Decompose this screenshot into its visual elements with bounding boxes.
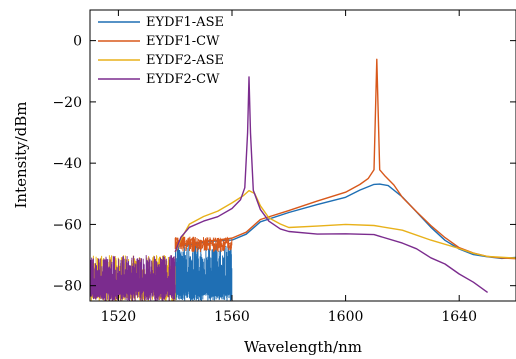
series-line xyxy=(174,76,489,293)
legend-label: EYDF2-ASE xyxy=(146,53,224,68)
series-line xyxy=(175,58,516,260)
plot-area xyxy=(90,10,516,301)
noise-floor xyxy=(174,236,233,252)
y-tick-label: −80 xyxy=(52,279,82,295)
series-eydf1-cw xyxy=(174,58,516,260)
noise-floor xyxy=(90,255,176,301)
legend-label: EYDF1-ASE xyxy=(146,15,224,30)
x-axis-title: Wavelength/nm xyxy=(244,338,362,356)
legend: EYDF1-ASE EYDF1-CW EYDF2-ASE EYDF2-CW xyxy=(98,15,224,87)
x-tick-label: 1560 xyxy=(214,309,250,325)
legend-label: EYDF1-CW xyxy=(146,34,220,49)
y-tick-label: −60 xyxy=(52,217,82,233)
y-tick-label: 0 xyxy=(73,34,82,50)
x-tick-label: 1640 xyxy=(441,309,477,325)
y-tick-label: −40 xyxy=(52,156,82,172)
tick-layer: 1520 1560 1600 1640 0 −20 −40 −60 −80 xyxy=(52,10,516,325)
x-tick-label: 1600 xyxy=(328,309,364,325)
y-tick-label: −20 xyxy=(52,95,82,111)
series-layer xyxy=(90,58,516,301)
y-axis-title: Intensity/dBm xyxy=(12,101,30,208)
legend-label: EYDF2-CW xyxy=(146,72,220,87)
series-line xyxy=(174,189,516,259)
x-tick-label: 1520 xyxy=(101,309,137,325)
series-eydf2-cw xyxy=(90,76,489,301)
plot-frame xyxy=(89,9,516,302)
